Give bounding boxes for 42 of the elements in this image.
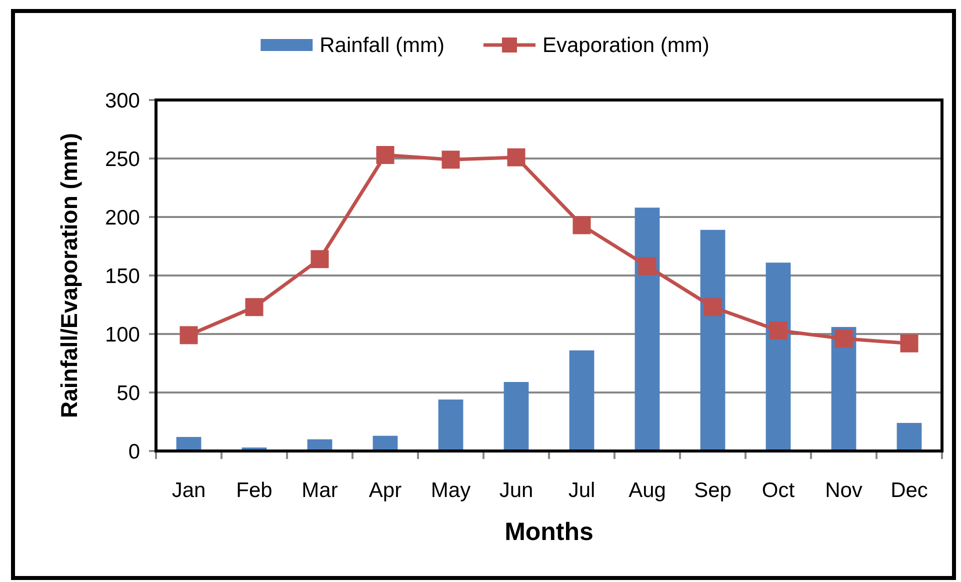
y-axis-title: Rainfall/Evaporation (mm) bbox=[56, 133, 82, 418]
point bbox=[442, 150, 460, 169]
bar bbox=[504, 382, 529, 451]
x-tick-label: Jan bbox=[172, 479, 206, 502]
point bbox=[900, 334, 918, 352]
legend-label: Rainfall (mm) bbox=[320, 34, 444, 57]
x-tick-label: Dec bbox=[890, 479, 928, 502]
y-tick-label: 100 bbox=[104, 323, 140, 346]
point bbox=[245, 298, 264, 316]
y-tick-label: 300 bbox=[104, 89, 140, 112]
bar bbox=[634, 208, 660, 451]
bar bbox=[569, 350, 594, 451]
x-axis-title: Months bbox=[504, 518, 594, 546]
x-tick-label: Nov bbox=[825, 479, 863, 502]
point bbox=[310, 250, 329, 268]
x-tick-label: Jul bbox=[568, 479, 596, 502]
point bbox=[376, 146, 394, 164]
legend-label: Evaporation (mm) bbox=[542, 34, 710, 57]
x-tick-label: Mar bbox=[302, 479, 338, 502]
point bbox=[572, 216, 591, 234]
y-tick-label: 50 bbox=[116, 382, 140, 405]
y-tick-label: 150 bbox=[104, 264, 140, 288]
y-tick-label: 200 bbox=[104, 206, 140, 230]
x-tick-label: Jun bbox=[499, 479, 534, 502]
bar bbox=[700, 230, 726, 451]
point bbox=[834, 330, 853, 348]
x-tick-label: Apr bbox=[368, 479, 402, 502]
x-tick-label: Aug bbox=[628, 479, 666, 502]
x-tick-label: Feb bbox=[236, 479, 272, 502]
point bbox=[769, 321, 788, 340]
bar bbox=[766, 262, 791, 451]
x-tick-label: May bbox=[430, 479, 472, 502]
bar bbox=[438, 400, 464, 451]
point bbox=[507, 148, 526, 166]
y-tick-label: 250 bbox=[104, 148, 140, 171]
point bbox=[704, 298, 722, 316]
point bbox=[638, 257, 656, 276]
x-tick-label: Oct bbox=[762, 479, 795, 502]
y-tick-label: 0 bbox=[128, 440, 140, 464]
x-tick-label: Sep bbox=[694, 479, 732, 502]
bar bbox=[896, 422, 922, 451]
point bbox=[180, 326, 198, 344]
